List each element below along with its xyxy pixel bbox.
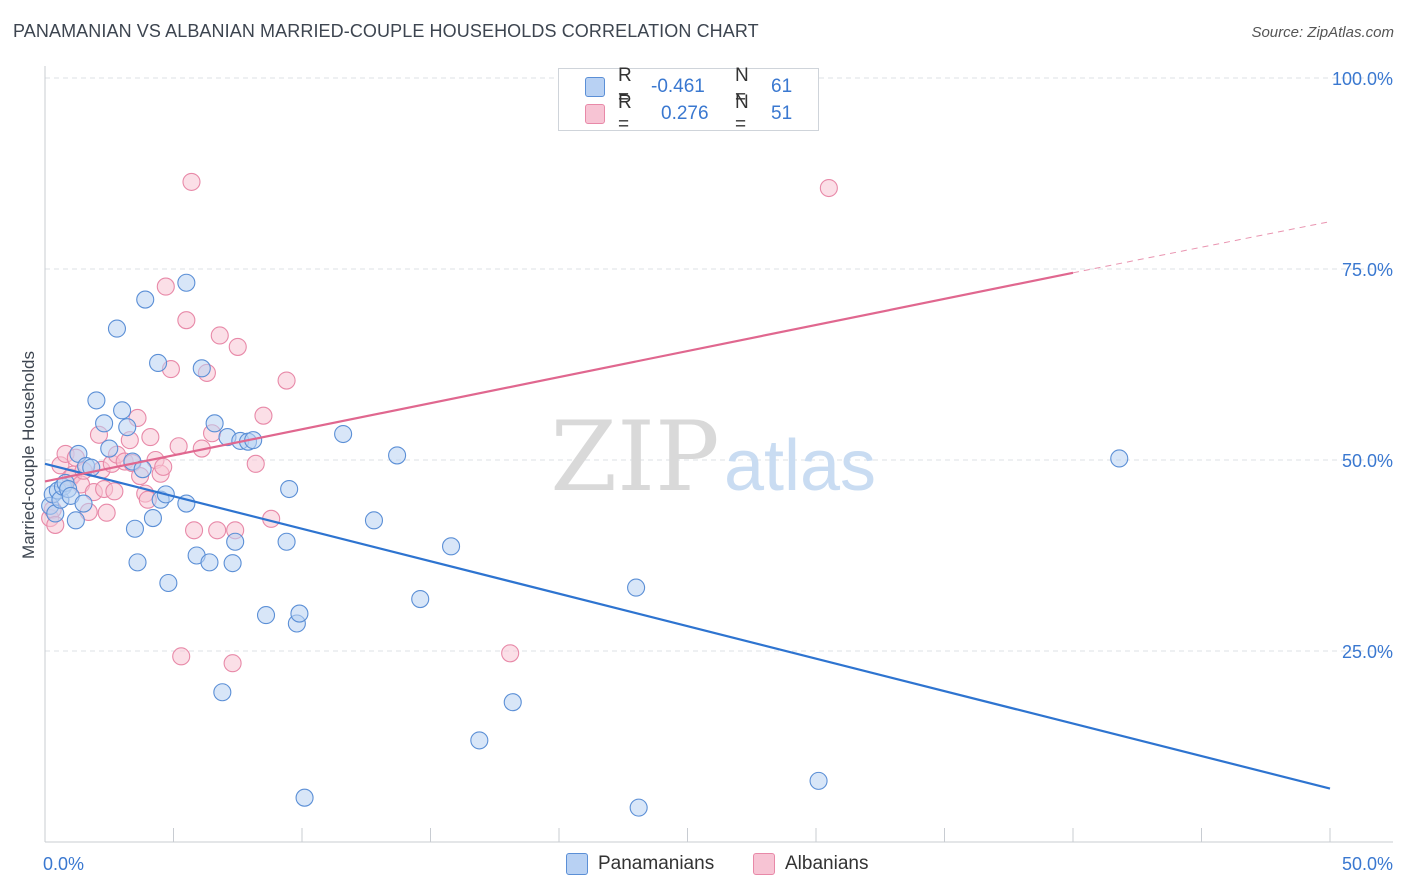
panamanian-point: [100, 439, 119, 458]
panamanian-point: [192, 359, 211, 378]
y-tick-label: 100.0%: [1332, 69, 1393, 89]
albanian-point: [246, 454, 265, 473]
y-tick-label: 25.0%: [1342, 642, 1393, 662]
panamanian-point: [87, 391, 106, 410]
panamanian-point: [66, 511, 85, 530]
panamanian-point: [226, 532, 245, 551]
panamanian-point: [442, 537, 461, 556]
albanian-point: [182, 172, 201, 191]
legend-n-label: N =: [735, 92, 749, 135]
y-tick-label: 50.0%: [1342, 451, 1393, 471]
panamanian-point: [809, 771, 828, 790]
panamanian-point: [280, 479, 299, 499]
y-tick-label: 75.0%: [1342, 260, 1393, 280]
panamanians-points: [41, 273, 1129, 817]
panamanian-point: [388, 446, 407, 465]
axes: [44, 66, 1393, 843]
panamanian-point: [128, 553, 147, 572]
legend-swatch-blue: [585, 77, 605, 97]
legend-swatch-pink: [753, 853, 775, 875]
panamanian-point: [149, 353, 168, 373]
albanian-point: [208, 521, 227, 540]
panamanian-point: [205, 414, 224, 433]
panamanian-point: [107, 319, 127, 338]
panamanian-point: [74, 494, 93, 513]
chart-source: Source: ZipAtlas.com: [1251, 24, 1394, 41]
legend-r-value: 0.276: [661, 103, 709, 124]
panamanian-point: [159, 573, 178, 593]
albanian-point: [501, 644, 520, 663]
albanians-trend-extension: [1072, 221, 1331, 274]
albanian-point: [819, 178, 838, 198]
albanian-point: [228, 337, 247, 356]
panamanian-point: [95, 414, 114, 433]
panamanian-point: [113, 401, 132, 420]
albanian-point: [254, 406, 273, 425]
panamanian-point: [143, 509, 162, 528]
x-tick-label: 0.0%: [43, 854, 84, 874]
legend-r-label: R =: [618, 65, 632, 108]
albanian-point: [105, 482, 124, 501]
chart-title: PANAMANIAN VS ALBANIAN MARRIED-COUPLE HO…: [13, 21, 759, 41]
legend-n-label: N =: [735, 65, 749, 108]
panamanian-point: [334, 424, 353, 444]
panamanian-point: [277, 532, 296, 551]
tick-labels: 25.0% 50.0% 75.0% 100.0% 0.0% 50.0%: [43, 69, 1393, 874]
legend-n-value: 51: [771, 103, 793, 124]
legend-r-label: R =: [618, 92, 632, 135]
panamanian-point: [200, 553, 219, 572]
panamanian-point: [290, 604, 309, 623]
albanian-point: [223, 654, 242, 673]
albanian-point: [172, 647, 191, 666]
bottom-legend-albanians: Albanians: [753, 851, 868, 877]
grid-lines: [45, 77, 1393, 652]
legend-label-panamanians: Panamanians: [598, 853, 715, 874]
watermark: ZIP atlas: [550, 401, 876, 513]
panamanian-point: [470, 731, 489, 750]
legend-swatch-pink: [585, 104, 605, 124]
panamanian-point: [364, 511, 384, 530]
legend-label-albanians: Albanians: [785, 853, 869, 874]
panamanian-point: [629, 798, 648, 817]
panamanian-point: [213, 683, 232, 702]
watermark-atlas: atlas: [724, 426, 876, 506]
albanian-point: [156, 277, 175, 296]
panamanian-point: [295, 788, 314, 807]
albanian-point: [141, 428, 160, 447]
x-tick-label: 50.0%: [1342, 854, 1393, 874]
albanian-point: [277, 371, 296, 390]
panamanian-point: [136, 290, 155, 309]
albanian-point: [185, 521, 204, 540]
albanian-point: [177, 311, 196, 330]
albanians-trend-line: [44, 271, 1074, 483]
correlation-legend: R = -0.461 N = 61 R = 0.276 N = 51: [558, 65, 819, 135]
panamanian-point: [411, 589, 430, 609]
panamanian-point: [125, 519, 144, 538]
panamanian-point: [256, 606, 276, 625]
legend-swatch-blue: [566, 853, 588, 875]
albanian-point: [97, 503, 116, 522]
bottom-legend-panamanians: Panamanians: [566, 851, 714, 877]
legend-r-value: -0.461: [651, 76, 705, 97]
panamanians-trend-line: [44, 462, 1331, 790]
panamanian-point: [503, 693, 522, 712]
panamanian-point: [118, 418, 137, 437]
panamanian-point: [627, 578, 646, 597]
albanian-point: [210, 326, 229, 345]
watermark-zip: ZIP: [550, 401, 719, 513]
panamanian-point: [177, 273, 196, 292]
panamanian-point: [223, 554, 242, 573]
albanian-point: [154, 457, 173, 476]
legend-n-value: 61: [771, 76, 793, 97]
panamanian-point: [1110, 449, 1129, 468]
trend-lines: [44, 221, 1331, 790]
